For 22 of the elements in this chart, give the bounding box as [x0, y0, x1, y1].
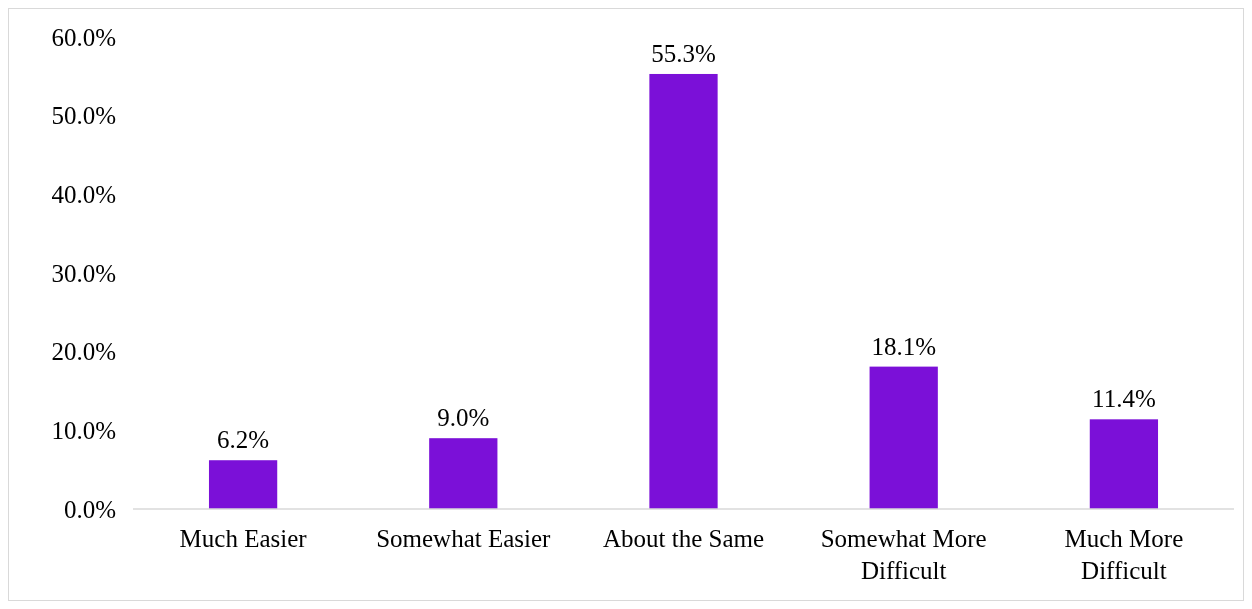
y-tick-label: 40.0%	[51, 181, 116, 209]
bar	[208, 460, 278, 509]
x-tick-label: Much Easier	[179, 525, 308, 552]
y-tick-label: 30.0%	[51, 259, 116, 287]
bar	[1089, 419, 1159, 509]
bar	[429, 438, 498, 509]
data-label: 18.1%	[871, 332, 936, 360]
x-tick-label: Somewhat More Difficult	[820, 525, 987, 584]
y-tick-label: 50.0%	[51, 102, 116, 130]
data-label: 55.3%	[651, 39, 716, 67]
y-tick-label: 60.0%	[51, 23, 116, 51]
data-label: 11.4%	[1092, 385, 1156, 413]
bar	[649, 73, 718, 509]
y-tick-label: 10.0%	[51, 417, 116, 445]
data-label: 9.0%	[437, 404, 490, 432]
bar	[869, 366, 938, 509]
y-tick-label: 20.0%	[51, 338, 116, 366]
data-label: 6.2%	[217, 426, 270, 454]
x-tick-label: Somewhat Easier	[376, 525, 552, 552]
x-tick-label: Much More Difficult	[1064, 525, 1184, 584]
y-tick-label: 0.0%	[63, 495, 116, 523]
x-tick-label: About the Same	[602, 525, 765, 552]
